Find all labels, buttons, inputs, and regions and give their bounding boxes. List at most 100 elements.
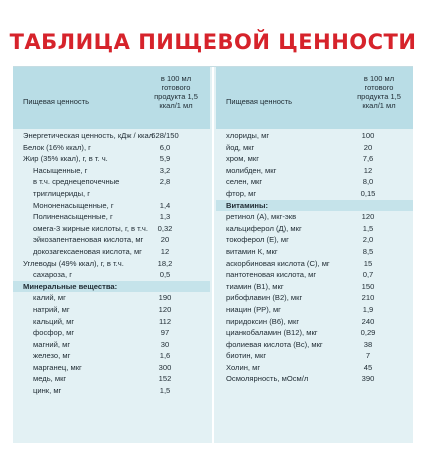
table-row: марганец, мкг 300 [13, 362, 210, 374]
nutrient-value: 45 [363, 362, 373, 372]
nutrient-value: 38 [363, 339, 373, 349]
table-row: сахароза, г 0,5 [13, 269, 210, 281]
table-row: натрий, мг 120 [13, 304, 210, 316]
page-title: ТАБЛИЦА ПИЩЕВОЙ ЦЕННОСТИ [9, 30, 417, 54]
nutrient-name: биотин, мкг [226, 351, 267, 361]
nutrient-name: натрий, мг [33, 304, 70, 314]
nutrient-name: фолиевая кислота (Вс), мкг [226, 339, 323, 349]
table-row: кальций, мг 112 [13, 316, 210, 328]
nutrient-value: 1,9 [362, 304, 374, 314]
table-row: ретинол (А), мкг-экв 120 [216, 211, 413, 223]
table-row: Холин, мг 45 [216, 362, 413, 374]
table-row: омега-3 жирные кислоты, г, в т.ч. 0,32 [13, 223, 210, 235]
nutrient-value: 12 [363, 165, 373, 175]
table-row: цианкобаламин (В12), мкг 0,29 [216, 327, 413, 339]
nutrient-name: магний, мг [33, 339, 71, 349]
table-row: магний, мг 30 [13, 339, 210, 351]
table-row: в т.ч. среднецепочечные 2,8 [13, 176, 210, 188]
nutrient-value: 300 [158, 362, 172, 372]
section-heading-row: Минеральные вещества: [13, 280, 210, 293]
nutrition-table: Пищевая ценность в 100 мл готового проду… [13, 66, 413, 443]
table-row: токоферол (Е), мг 2,0 [216, 234, 413, 246]
nutrient-name: ретинол (А), мкг-экв [226, 212, 297, 222]
nutrient-value: 1,6 [159, 351, 171, 361]
nutrient-name: Энергетическая ценность, кДж / ккал [23, 131, 154, 140]
nutrient-value: 190 [158, 293, 172, 303]
nutrient-name: марганец, мкг [33, 362, 82, 372]
nutrient-value: 240 [361, 316, 375, 326]
table-row: эйкозапентаеновая кислота, мг 20 [13, 234, 210, 246]
table-row: Углеводы (49% ккал), г, в т.ч. 18,2 [13, 258, 210, 270]
nutrient-name: Насыщенные, г [33, 165, 88, 175]
nutrient-value: 8,5 [362, 246, 374, 256]
nutrient-name: йод, мкг [226, 142, 255, 152]
right-column-header: Пищевая ценность в 100 мл готового проду… [216, 67, 413, 129]
table-row: йод, мкг 20 [216, 142, 413, 154]
nutrient-value: 210 [361, 293, 375, 303]
nutrient-name: пиридоксин (В6), мкг [226, 316, 300, 326]
nutrient-name: Полиненасыщенные, г [33, 212, 113, 222]
table-row: Мононенасыщенные, г 1,4 [13, 200, 210, 212]
table-row: биотин, мкг 7 [216, 350, 413, 362]
nutrient-name: цианкобаламин (В12), мкг [226, 328, 318, 338]
table-row: хром, мкг 7,6 [216, 153, 413, 165]
column-divider [212, 67, 214, 443]
left-rows: Энергетическая ценность, кДж / ккал 628/1… [13, 129, 210, 397]
nutrient-name: Мононенасыщенные, г [33, 200, 114, 210]
table-row: пиридоксин (В6), мкг 240 [216, 316, 413, 328]
nutrient-name: витамин К, мкг [226, 246, 278, 256]
left-column-header: Пищевая ценность в 100 мл готового проду… [13, 67, 210, 129]
header-value-label: в 100 мл готового продукта 1,5 ккал/1 мл [154, 74, 198, 110]
nutrient-name: аскорбиновая кислота (С), мг [226, 258, 330, 268]
table-row: кальциферол (Д), мкг 1,5 [216, 223, 413, 235]
table-row: докозагексаеновая кислота, мг 12 [13, 246, 210, 258]
nutrient-name: Витамины: [226, 200, 268, 210]
nutrient-value: 120 [158, 304, 172, 314]
header-value-label: в 100 мл готового продукта 1,5 ккал/1 мл [357, 74, 401, 110]
table-row: Насыщенные, г 3,2 [13, 165, 210, 177]
nutrient-name: Углеводы (49% ккал), г, в т.ч. [23, 258, 124, 268]
nutrient-value: 2,8 [159, 177, 171, 187]
table-row: железо, мг 1,6 [13, 350, 210, 362]
nutrient-name: цинк, мг [33, 386, 62, 396]
nutrient-value: 0,29 [360, 328, 376, 338]
nutrient-value: 18,2 [157, 258, 173, 268]
nutrient-name: Белок (16% ккал), г [23, 142, 91, 152]
table-row: Осмолярность, мОсм/л 390 [216, 373, 413, 385]
table-row: ниацин (РР), мг 1,9 [216, 304, 413, 316]
nutrient-value: 390 [361, 374, 375, 384]
nutrient-value: 1,3 [159, 212, 171, 222]
nutrient-value: 8,0 [362, 177, 374, 187]
nutrient-name: калий, мг [33, 293, 66, 303]
table-row: фолиевая кислота (Вс), мкг 38 [216, 339, 413, 351]
nutrient-value: 100 [361, 131, 375, 140]
nutrient-name: кальций, мг [33, 316, 75, 326]
right-column: Пищевая ценность в 100 мл готового проду… [216, 67, 413, 385]
nutrient-name: рибофлавин (В2), мкг [226, 293, 303, 303]
table-row: цинк, мг 1,5 [13, 385, 210, 397]
nutrient-name: токоферол (Е), мг [226, 235, 289, 245]
right-rows: хлориды, мг 100 йод, мкг 20 хром, мкг 7,6 моли… [216, 129, 413, 385]
table-row: витамин К, мкг 8,5 [216, 246, 413, 258]
nutrient-value: 20 [160, 235, 170, 245]
table-row: хлориды, мг 100 [216, 130, 413, 142]
nutrient-name: железо, мг [33, 351, 71, 361]
nutrient-value: 7,6 [362, 154, 374, 164]
nutrient-name: эйкозапентаеновая кислота, мг [33, 235, 144, 245]
nutrient-value: 1,4 [159, 200, 171, 210]
nutrient-value: 152 [158, 374, 172, 384]
table-row: Белок (16% ккал), г 6,0 [13, 142, 210, 154]
left-column: Пищевая ценность в 100 мл готового проду… [13, 67, 210, 397]
nutrient-name: фтор, мг [226, 188, 257, 198]
table-row: калий, мг 190 [13, 292, 210, 304]
nutrient-value: 7 [365, 351, 371, 361]
header-name-label: Пищевая ценность [23, 97, 89, 106]
table-row: фтор, мг 0,15 [216, 188, 413, 200]
nutrient-name: фосфор, мг [33, 328, 75, 338]
nutrient-name: Осмолярность, мОсм/л [226, 374, 309, 384]
nutrient-name: молибден, мкг [226, 165, 277, 175]
nutrient-value: 120 [361, 212, 375, 222]
nutrient-name: тиамин (В1), мкг [226, 281, 284, 291]
nutrient-value: 30 [160, 339, 170, 349]
nutrient-value: 2,0 [362, 235, 374, 245]
